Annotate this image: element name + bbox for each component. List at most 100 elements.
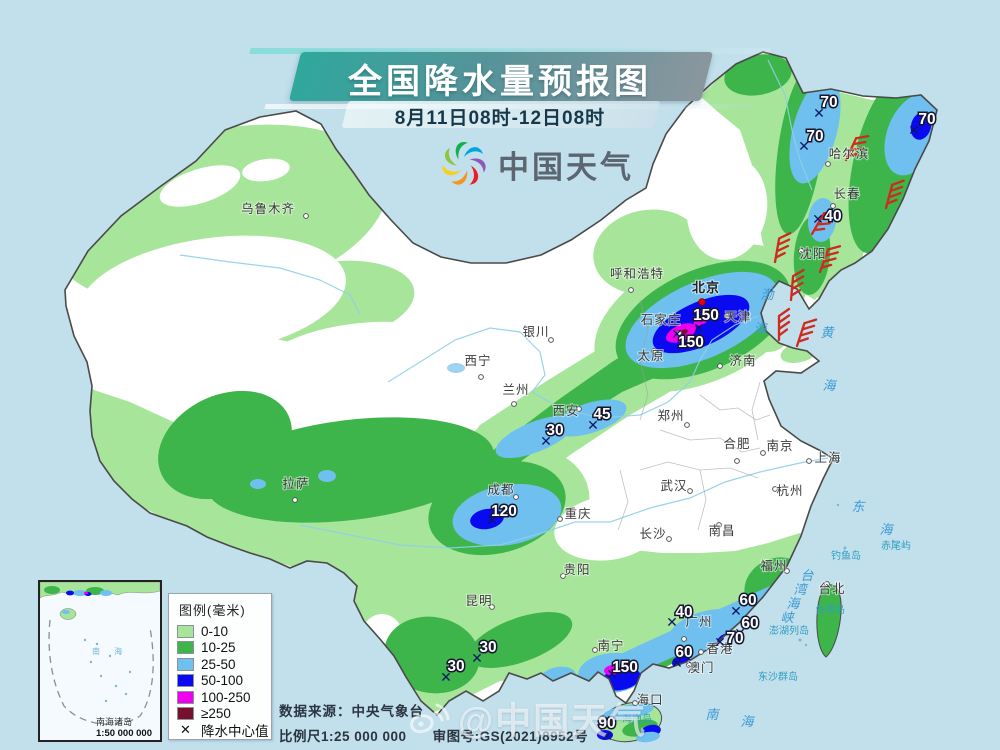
wind-barb-icon	[773, 232, 792, 264]
precip-value-label: 70	[806, 128, 823, 145]
rivers	[179, 59, 829, 549]
legend-item: 0-10	[177, 623, 271, 640]
logo-petal	[469, 165, 479, 185]
legend-item: 10-25	[177, 640, 271, 657]
legend-item-label: ≥250	[201, 706, 231, 722]
qinghai-lake	[447, 363, 465, 373]
province-borders	[617, 299, 771, 531]
x-marker-icon: ✕	[440, 669, 452, 685]
city-label: 长沙	[639, 527, 666, 541]
precip-center: ✕30	[471, 638, 498, 667]
x-marker-icon: ✕	[798, 138, 810, 154]
legend-items: 0-10 10-25 25-50 50-100 100-250 ≥250	[177, 623, 271, 722]
city-label: 香港	[706, 642, 733, 656]
legend-item: ≥250	[177, 706, 271, 723]
data-source-text: 数据来源：中央气象台	[279, 704, 424, 719]
city-marker: 太原	[636, 347, 664, 364]
city-label: 南宁	[597, 638, 624, 653]
x-marker-icon: ✕	[671, 655, 683, 671]
precip-center: ✕120	[486, 502, 518, 529]
logo-petal	[455, 142, 468, 160]
map-footer: 数据来源：中央气象台 比例尺1:25 000 000 审图号:GS(2021)8…	[279, 700, 588, 745]
city-label: 拉萨	[282, 476, 309, 491]
city-label: 合肥	[723, 436, 750, 451]
precip-value-label: 30	[447, 658, 464, 675]
capital-label: 北京	[692, 280, 720, 295]
x-marker-icon: ✕	[180, 722, 191, 738]
city-marker: 南昌	[707, 522, 735, 539]
city-label: 郑州	[657, 408, 684, 423]
logo-petal	[469, 158, 486, 173]
precip-center: ✕70	[798, 127, 825, 155]
city-label: 南昌	[708, 523, 735, 538]
city-marker: 银川	[521, 324, 554, 343]
city-label: 太原	[637, 348, 664, 363]
sea-label: 海	[879, 522, 894, 537]
sea-label: 海	[753, 321, 768, 336]
logo-petal	[444, 147, 458, 166]
city-marker: 福州	[759, 557, 790, 574]
city-marker: 南京	[760, 437, 794, 456]
city-label: 贵阳	[563, 563, 590, 577]
city-label: 福州	[760, 558, 787, 573]
city-marker: 海口	[632, 691, 664, 708]
legend-item-label: 25-50	[201, 656, 236, 672]
logo-petal	[451, 170, 468, 185]
city-marker: 成都	[486, 482, 519, 500]
sea-label: 东	[851, 499, 866, 514]
city-label: 银川	[522, 325, 549, 339]
legend-swatch	[177, 690, 194, 704]
wind-barb-icon	[789, 268, 805, 302]
legend-swatch	[177, 707, 194, 721]
legend-item-label: 50-100	[201, 673, 244, 689]
city-marker: 杭州	[772, 482, 804, 499]
precip-value-label: 120	[491, 503, 517, 520]
city-marker: 南宁	[592, 637, 625, 654]
precip-center: ✕150	[692, 306, 721, 337]
precip-center: ✕30	[540, 421, 565, 450]
precip-value-label: 60	[739, 592, 756, 609]
sea-label: 海	[786, 596, 801, 611]
precip-value-label: 150	[678, 334, 704, 351]
precip-center: ✕40	[812, 207, 843, 228]
approval-number-text: 审图号:GS(2021)8952号	[432, 729, 589, 744]
city-marker: 昆明	[464, 593, 495, 610]
sea-label: 湾	[793, 582, 808, 597]
x-marker-icon: ✕	[671, 326, 683, 342]
legend-box: 图例(毫米) 0-10 10-25 25-50 50-100 100-250 ≥250 ✕…	[168, 593, 272, 740]
precip-center: ✕70	[714, 629, 745, 651]
city-label: 济南	[729, 353, 756, 368]
precip-value-label: 90	[598, 715, 615, 732]
city-marker: 西安	[551, 402, 582, 419]
wind-barb-icon	[818, 245, 842, 274]
city-marker: 合肥	[722, 435, 751, 464]
x-marker-icon: ✕	[813, 105, 825, 121]
city-marker: 呼和浩特	[609, 265, 664, 293]
city-marker: 台北	[817, 580, 845, 597]
precip-value-label: 150	[693, 307, 719, 324]
legend-swatch	[177, 641, 194, 655]
city-marker: 天津	[723, 309, 751, 325]
precip-center: ✕40	[666, 603, 694, 631]
precip-value-label: 30	[479, 639, 496, 656]
city-label: 台北	[818, 581, 845, 596]
x-marker-icon: ✕	[601, 728, 613, 744]
taiwan-island	[816, 584, 842, 658]
city-marker: 澳门	[686, 659, 715, 676]
precip-value-label: 60	[675, 644, 692, 661]
sea-label: 峡	[780, 610, 795, 625]
precip-center: ✕150	[671, 326, 705, 353]
legend-center-marker-row: ✕ 降水中心值	[177, 722, 271, 739]
city-label: 西安	[552, 403, 579, 418]
precip-center: ✕30	[440, 657, 466, 686]
precip-value-label: 70	[820, 94, 837, 111]
legend-swatch	[177, 624, 194, 638]
precip-value-label: 30	[546, 422, 563, 439]
islands-dots	[761, 503, 895, 679]
geo-label: 台湾岛	[815, 603, 845, 616]
precip-value-label: 40	[824, 208, 841, 225]
inset-scale: 1:50 000 000	[96, 728, 152, 739]
inset-sea-label: 南 海	[92, 646, 128, 656]
x-marker-icon: ✕	[486, 512, 498, 528]
